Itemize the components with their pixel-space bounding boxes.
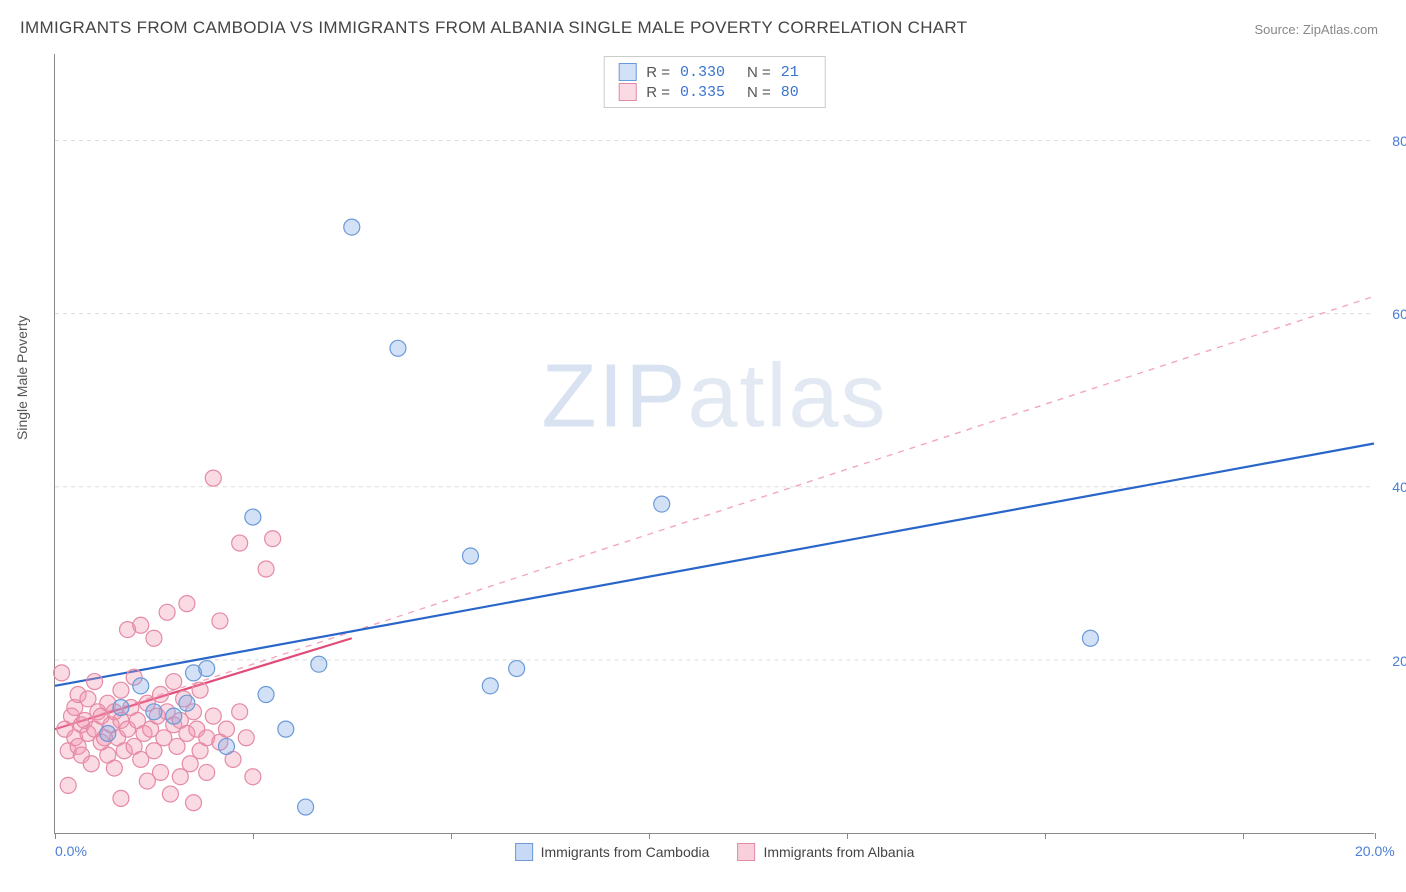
plot-area: ZIPatlas R = 0.330 N = 21 R = 0.335 N = … — [54, 54, 1374, 834]
legend-row-cambodia: R = 0.330 N = 21 — [618, 63, 811, 81]
data-point — [482, 678, 498, 694]
legend-item: Immigrants from Cambodia — [515, 843, 710, 861]
data-point — [390, 340, 406, 356]
data-point — [186, 795, 202, 811]
data-point — [113, 790, 129, 806]
legend-row-albania: R = 0.335 N = 80 — [618, 83, 811, 101]
swatch-albania — [618, 83, 636, 101]
data-point — [218, 738, 234, 754]
series-legend: Immigrants from Cambodia Immigrants from … — [515, 843, 915, 861]
data-point — [146, 630, 162, 646]
y-tick-label: 80.0% — [1392, 133, 1406, 149]
data-point — [87, 674, 103, 690]
n-value-albania: 80 — [781, 84, 799, 101]
y-tick-label: 40.0% — [1392, 479, 1406, 495]
chart-title: IMMIGRANTS FROM CAMBODIA VS IMMIGRANTS F… — [20, 18, 967, 38]
legend-label: Immigrants from Albania — [763, 844, 914, 860]
x-tick-mark — [1375, 833, 1376, 839]
data-point — [166, 708, 182, 724]
data-point — [179, 596, 195, 612]
r-label: R = — [646, 64, 670, 81]
data-point — [205, 470, 221, 486]
data-point — [133, 678, 149, 694]
data-point — [159, 604, 175, 620]
data-point — [166, 674, 182, 690]
data-point — [654, 496, 670, 512]
data-point — [179, 695, 195, 711]
data-point — [162, 786, 178, 802]
n-label: N = — [747, 64, 771, 81]
swatch-cambodia — [618, 63, 636, 81]
data-point — [146, 704, 162, 720]
data-point — [205, 708, 221, 724]
data-point — [258, 561, 274, 577]
x-tick-mark — [55, 833, 56, 839]
x-tick-mark — [1243, 833, 1244, 839]
data-point — [344, 219, 360, 235]
source-attribution: Source: ZipAtlas.com — [1254, 22, 1378, 37]
y-tick-label: 20.0% — [1392, 653, 1406, 669]
legend-label: Immigrants from Cambodia — [541, 844, 710, 860]
data-point — [83, 756, 99, 772]
data-point — [258, 687, 274, 703]
x-tick-mark — [1045, 833, 1046, 839]
data-point — [212, 613, 228, 629]
data-point — [113, 682, 129, 698]
data-point — [199, 764, 215, 780]
data-point — [232, 535, 248, 551]
data-point — [265, 531, 281, 547]
data-point — [509, 661, 525, 677]
data-point — [1082, 630, 1098, 646]
legend-swatch — [737, 843, 755, 861]
data-point — [106, 760, 122, 776]
y-axis-label: Single Male Poverty — [14, 315, 30, 440]
data-point — [462, 548, 478, 564]
data-point — [311, 656, 327, 672]
x-tick-mark — [649, 833, 650, 839]
data-point — [278, 721, 294, 737]
correlation-legend: R = 0.330 N = 21 R = 0.335 N = 80 — [603, 56, 826, 108]
data-point — [153, 764, 169, 780]
y-tick-label: 60.0% — [1392, 306, 1406, 322]
scatter-svg — [55, 54, 1374, 833]
data-point — [100, 725, 116, 741]
data-point — [113, 700, 129, 716]
data-point — [218, 721, 234, 737]
data-point — [238, 730, 254, 746]
data-point — [54, 665, 70, 681]
x-tick-label: 20.0% — [1355, 843, 1395, 859]
data-point — [245, 769, 261, 785]
x-tick-label: 0.0% — [55, 843, 87, 859]
data-point — [199, 661, 215, 677]
x-tick-mark — [451, 833, 452, 839]
data-point — [245, 509, 261, 525]
n-label: N = — [747, 84, 771, 101]
legend-item: Immigrants from Albania — [737, 843, 914, 861]
data-point — [60, 777, 76, 793]
r-label: R = — [646, 84, 670, 101]
data-point — [232, 704, 248, 720]
r-value-cambodia: 0.330 — [680, 64, 725, 81]
data-point — [192, 682, 208, 698]
x-tick-mark — [847, 833, 848, 839]
r-value-albania: 0.335 — [680, 84, 725, 101]
data-point — [133, 617, 149, 633]
data-point — [153, 687, 169, 703]
x-tick-mark — [253, 833, 254, 839]
data-point — [298, 799, 314, 815]
legend-swatch — [515, 843, 533, 861]
n-value-cambodia: 21 — [781, 64, 799, 81]
trend-line — [55, 444, 1374, 686]
